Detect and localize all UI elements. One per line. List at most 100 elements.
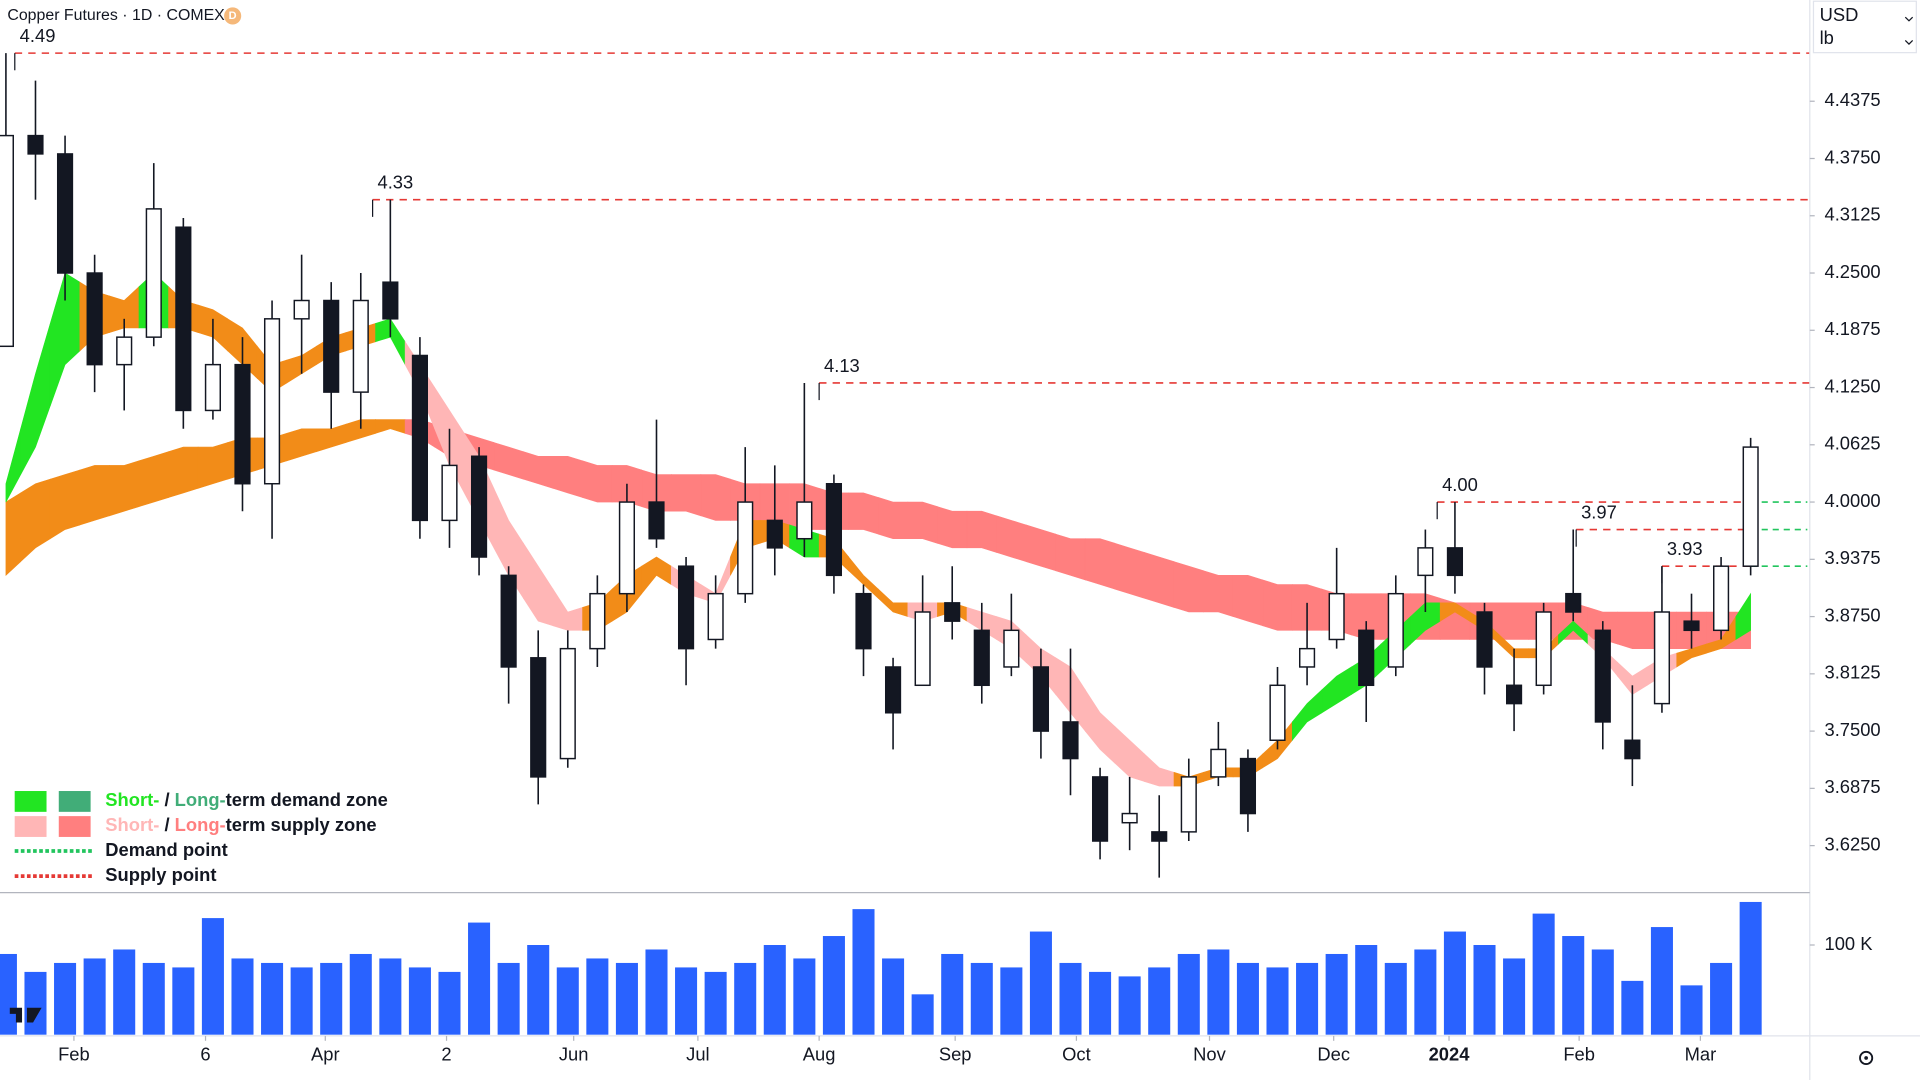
volume-bar [852,909,875,1035]
volume-bar [497,962,520,1035]
y-tick-label: 3.9375 [1824,547,1880,568]
y-tick-label: 3.8125 [1824,662,1880,683]
candle-body [352,299,369,393]
candle-body [825,483,843,577]
legend-text: Supply point [105,864,216,885]
x-tick-label: Feb [1563,1043,1595,1064]
zone-segment [109,460,140,517]
volume-bar [556,967,579,1035]
volume-bar [1443,931,1466,1035]
candle-body [1358,629,1375,687]
zone-segment [848,492,879,535]
candle-body [1653,611,1671,705]
volume-bar [970,962,993,1035]
candle-body [1091,776,1109,842]
volume-bar [527,945,550,1035]
y-tick-label: 3.8750 [1824,604,1880,625]
legend-text: Demand point [105,839,227,860]
candle-body [1003,629,1020,668]
candle-body [1505,684,1523,705]
volume-bar [1650,927,1673,1035]
candle-body [530,657,547,778]
candle-body [1446,547,1464,577]
candle-body [323,299,340,393]
volume-bar [83,958,106,1035]
y-tick-label: 4.3750 [1824,146,1880,167]
volume-bar [201,918,224,1035]
zone-segment [79,465,110,526]
volume-bar [408,967,431,1035]
volume-bar [0,953,17,1035]
zone-segment [5,492,22,577]
volume-bar [379,958,402,1035]
volume-bar [1591,949,1614,1035]
candle-body [1387,592,1404,668]
y2-tick-label: 100 K [1824,933,1873,954]
volume-bar [172,967,195,1035]
volume-bar [675,967,698,1035]
volume-bar [1355,945,1378,1035]
volume-bar [586,958,609,1035]
zone-segment [1617,611,1648,649]
axes: 4.4375 4.3750 4.3125 4.2500 4.1875 4.1250 4.06… [58,89,1881,1064]
volume-bar [1710,962,1733,1035]
currency[interactable]: USD [1820,4,1859,25]
legend-text-part: Long- [175,814,226,835]
x-tick-label: Mar [1685,1043,1717,1064]
volume-bar [1739,901,1762,1035]
legend-text-part: Short- [105,789,159,810]
candle-body [56,153,74,274]
zone-segment [1144,552,1175,608]
volume-bar [468,922,491,1035]
legend-text-part: / [159,814,174,835]
y-tick-label: 4.0000 [1824,490,1880,511]
candle-body [500,574,517,668]
x-tick-label: Aug [803,1043,836,1064]
zone-segment [1173,561,1204,613]
volume-bar [1177,953,1200,1035]
volume-bar [1059,962,1082,1035]
volume-bar [113,949,136,1035]
candle-body [470,455,488,558]
y-tick-label: 4.3125 [1824,204,1880,225]
y-tick-label: 3.6875 [1824,776,1880,797]
candle-body [677,565,695,650]
zone-segment [582,460,613,503]
volume-bar [1029,931,1052,1035]
candle-body [1151,831,1168,842]
candle-body [973,629,990,687]
candle-body [116,336,133,366]
candle-body [1624,739,1641,760]
x-tick-label: Jul [686,1043,709,1064]
unit[interactable]: lb [1820,27,1834,48]
candle-body [766,519,783,549]
legend-text: Short- / Long-term supply zone [105,814,376,835]
legend-text-part: Demand point [105,839,227,860]
currency-box[interactable] [1812,0,1917,54]
y-tick-label: 4.2500 [1824,261,1880,282]
legend-text-part: term supply zone [226,814,377,835]
candle-body [1594,629,1611,723]
zone-segment [877,497,909,540]
volume-bar [261,962,284,1035]
volume-bar [24,971,47,1035]
legend-text-part: Long- [175,789,226,810]
y-tick-label: 4.0625 [1824,433,1880,454]
legend-text-part: Short- [105,814,159,835]
zone-segment [1114,542,1145,599]
volume-bar [438,971,461,1035]
legend-text-part: / [159,789,174,810]
volume-bar [231,958,254,1035]
candle-body [1239,757,1257,815]
volume-bar [763,945,786,1035]
zone-segment [907,501,938,544]
candle-body [855,592,872,650]
y-tick-label: 4.1250 [1824,375,1880,396]
volume-bar [704,971,727,1035]
legend-text-part: Supply point [105,864,216,885]
settings-icon[interactable] [1859,1050,1874,1065]
candle-body [1180,776,1197,833]
